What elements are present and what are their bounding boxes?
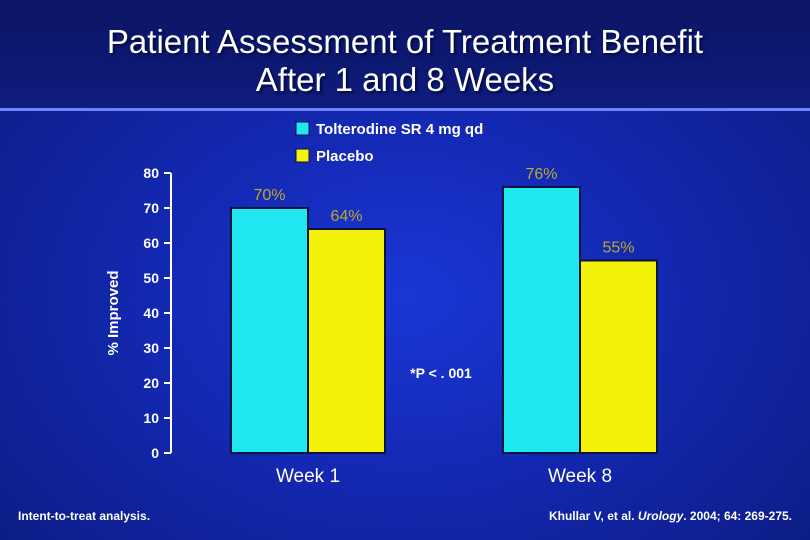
- bar-placebo-week-1: [307, 228, 386, 454]
- reference-citation: . 2004; 64: 269-275.: [683, 509, 792, 523]
- slide-title-line-2: After 1 and 8 Weeks: [255, 61, 555, 98]
- x-category-label: Week 1: [276, 466, 340, 487]
- y-tick-label: 0: [151, 445, 159, 461]
- legend-swatch-treatment: [295, 121, 310, 136]
- legend-label-placebo: Placebo: [316, 148, 374, 165]
- reference-journal: Urology: [637, 509, 684, 523]
- title-divider: [0, 108, 810, 111]
- bar-treatment-week-2: [502, 186, 581, 454]
- y-tick-label: 40: [143, 305, 159, 321]
- reference-authors: Khullar V, et al.: [548, 509, 638, 523]
- legend-label-treatment: Tolterodine SR 4 mg qd: [316, 121, 483, 138]
- bar-value-label: 76%: [525, 166, 557, 183]
- footnote-analysis: Intent-to-treat analysis.: [18, 509, 151, 523]
- legend-swatch-placebo: [295, 148, 310, 163]
- bar-value-label: 55%: [602, 240, 634, 257]
- y-tick-label: 30: [143, 340, 159, 356]
- slide-title-line-1: Patient Assessment of Treatment Benefit: [106, 23, 704, 60]
- x-category-label: Week 8: [548, 466, 612, 487]
- bar-value-label: 70%: [253, 187, 285, 204]
- y-tick-label: 80: [143, 165, 159, 181]
- bar-placebo-week-2: [579, 259, 658, 454]
- y-tick-label: 70: [143, 200, 159, 216]
- footnote-reference: Khullar V, et al. Urology. 2004; 64: 269…: [549, 509, 792, 523]
- y-tick-label: 10: [143, 410, 159, 426]
- bar-treatment-week-1: [230, 207, 309, 454]
- y-axis-title: % Improved: [105, 270, 122, 355]
- title-band: Patient Assessment of Treatment Benefit …: [0, 0, 810, 108]
- p-value-annotation: *P < . 001: [410, 365, 472, 381]
- y-tick-label: 50: [143, 270, 159, 286]
- bar-value-label: 64%: [330, 208, 362, 225]
- y-tick-label: 20: [143, 375, 159, 391]
- y-tick-label: 60: [143, 235, 159, 251]
